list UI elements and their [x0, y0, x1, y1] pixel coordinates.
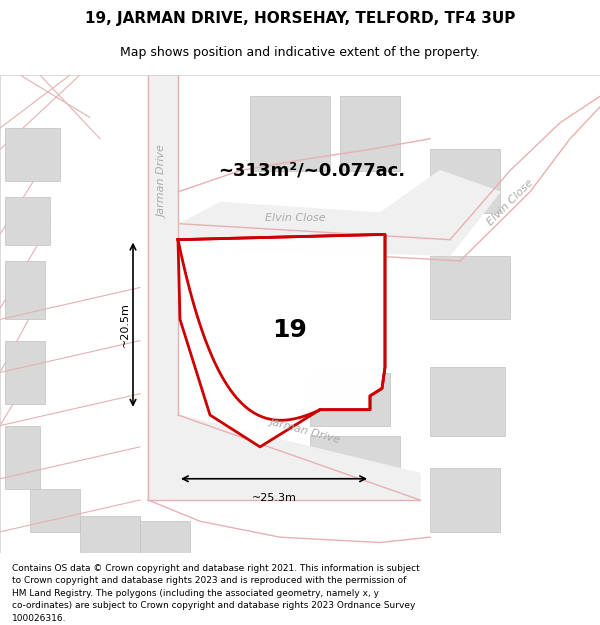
Polygon shape [178, 234, 385, 420]
Text: Contains OS data © Crown copyright and database right 2021. This information is : Contains OS data © Crown copyright and d… [12, 564, 420, 623]
Bar [140, 521, 190, 553]
Bar [430, 256, 510, 319]
Text: 19, JARMAN DRIVE, HORSEHAY, TELFORD, TF4 3UP: 19, JARMAN DRIVE, HORSEHAY, TELFORD, TF4… [85, 11, 515, 26]
Polygon shape [148, 415, 420, 500]
Polygon shape [180, 171, 500, 256]
Bar [430, 149, 500, 213]
Polygon shape [148, 75, 178, 500]
Bar [430, 367, 505, 436]
Bar [80, 516, 140, 553]
Text: ~313m²/~0.077ac.: ~313m²/~0.077ac. [218, 162, 405, 179]
Bar [30, 489, 80, 532]
Text: 19: 19 [272, 318, 307, 342]
Bar [310, 436, 400, 500]
Text: Jarman Drive: Jarman Drive [158, 145, 168, 217]
Text: ~25.3m: ~25.3m [251, 493, 296, 503]
Text: ~20.5m: ~20.5m [120, 302, 130, 347]
Polygon shape [178, 234, 385, 447]
Bar [5, 341, 45, 404]
Bar [5, 128, 60, 181]
Bar [5, 426, 40, 489]
Bar [5, 198, 50, 245]
Text: Elvin Close: Elvin Close [485, 177, 535, 227]
Bar [250, 96, 330, 171]
Bar [340, 96, 400, 171]
Bar [430, 468, 500, 532]
Bar [310, 372, 390, 426]
Text: Elvin Close: Elvin Close [265, 213, 325, 223]
Bar [5, 261, 45, 319]
Text: Jarman Drive: Jarman Drive [269, 417, 341, 445]
Text: Map shows position and indicative extent of the property.: Map shows position and indicative extent… [120, 46, 480, 59]
